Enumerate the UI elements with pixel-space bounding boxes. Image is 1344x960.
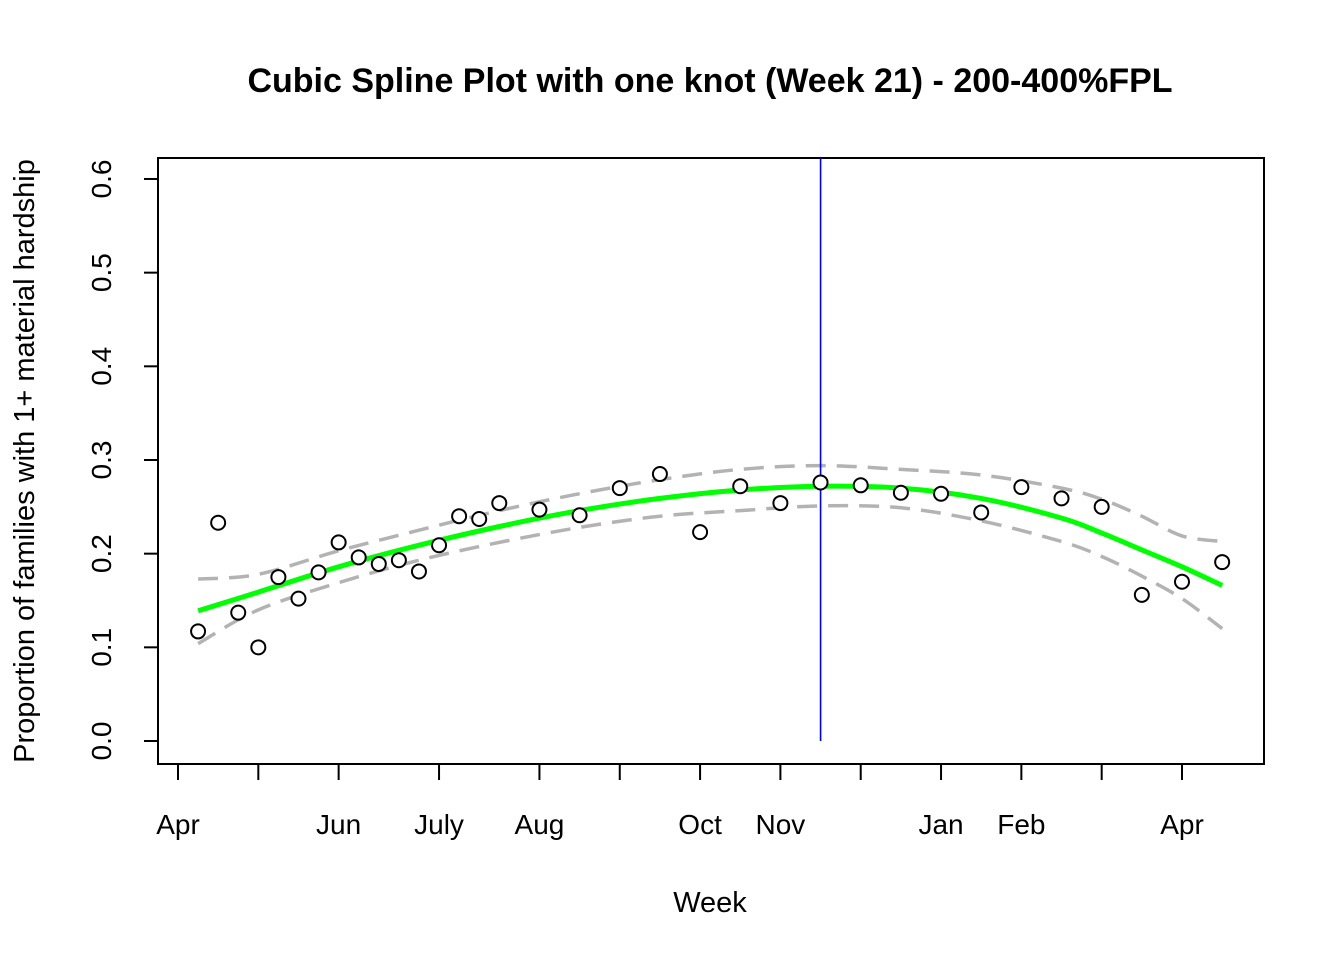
ci-lower-line: [197, 503, 1224, 646]
data-point: [812, 474, 829, 491]
x-tick-label: Oct: [678, 809, 722, 840]
x-tick-label: Nov: [756, 809, 806, 840]
data-point: [611, 480, 628, 497]
chart-title: Cubic Spline Plot with one knot (Week 21…: [247, 62, 1172, 100]
data-point: [330, 534, 347, 551]
x-tick-label: Jun: [316, 809, 361, 840]
data-point: [973, 504, 990, 521]
data-point: [451, 508, 468, 525]
data-point: [933, 485, 950, 502]
plot-frame: [157, 157, 1265, 765]
y-tick-label: 0.6: [86, 160, 117, 199]
data-point: [772, 495, 789, 512]
data-point: [1093, 498, 1110, 515]
data-point: [370, 555, 387, 572]
x-axis-label: Week: [673, 887, 747, 919]
x-tick-label: Apr: [156, 809, 200, 840]
y-tick-label: 0.1: [86, 628, 117, 667]
x-tick-label: Aug: [515, 809, 565, 840]
data-point: [390, 552, 407, 569]
data-point: [230, 604, 247, 621]
data-point: [410, 563, 427, 580]
y-axis-label: Proportion of families with 1+ material …: [9, 159, 41, 763]
data-point: [1214, 554, 1231, 571]
data-point: [1053, 490, 1070, 507]
x-tick-label: July: [414, 809, 464, 840]
data-point: [852, 477, 869, 494]
data-point: [531, 501, 548, 518]
data-point: [491, 495, 508, 512]
data-point: [270, 569, 287, 586]
y-tick-label: 0.4: [86, 347, 117, 386]
y-tick-label: 0.2: [86, 534, 117, 573]
x-tick-label: Jan: [918, 809, 963, 840]
data-point: [1013, 479, 1030, 496]
y-tick-label: 0.5: [86, 253, 117, 292]
plot-area: [190, 158, 1231, 741]
data-point: [571, 507, 588, 524]
x-tick-label: Feb: [997, 809, 1045, 840]
y-axis: 0.0 0.1 0.2 0.3 0.4 0.5 0.6: [86, 160, 159, 761]
fitted-spline-line: [197, 483, 1224, 614]
data-point: [190, 623, 207, 640]
ci-upper-line: [197, 463, 1223, 581]
x-tick-label: Apr: [1160, 809, 1204, 840]
data-point: [651, 466, 668, 483]
data-point: [431, 537, 448, 554]
y-tick-label: 0.3: [86, 441, 117, 480]
data-point: [692, 524, 709, 541]
data-point: [892, 484, 909, 501]
data-point: [210, 514, 227, 531]
x-axis: Apr Jun July Aug Oct Nov Jan Feb Apr: [156, 763, 1204, 840]
y-tick-label: 0.0: [86, 722, 117, 761]
data-point: [732, 478, 749, 495]
data-point: [471, 511, 488, 528]
data-point: [1174, 573, 1190, 590]
data-point: [350, 549, 367, 566]
data-point: [250, 639, 267, 656]
data-point: [310, 564, 327, 581]
data-point: [1133, 586, 1150, 603]
data-point: [290, 590, 307, 607]
